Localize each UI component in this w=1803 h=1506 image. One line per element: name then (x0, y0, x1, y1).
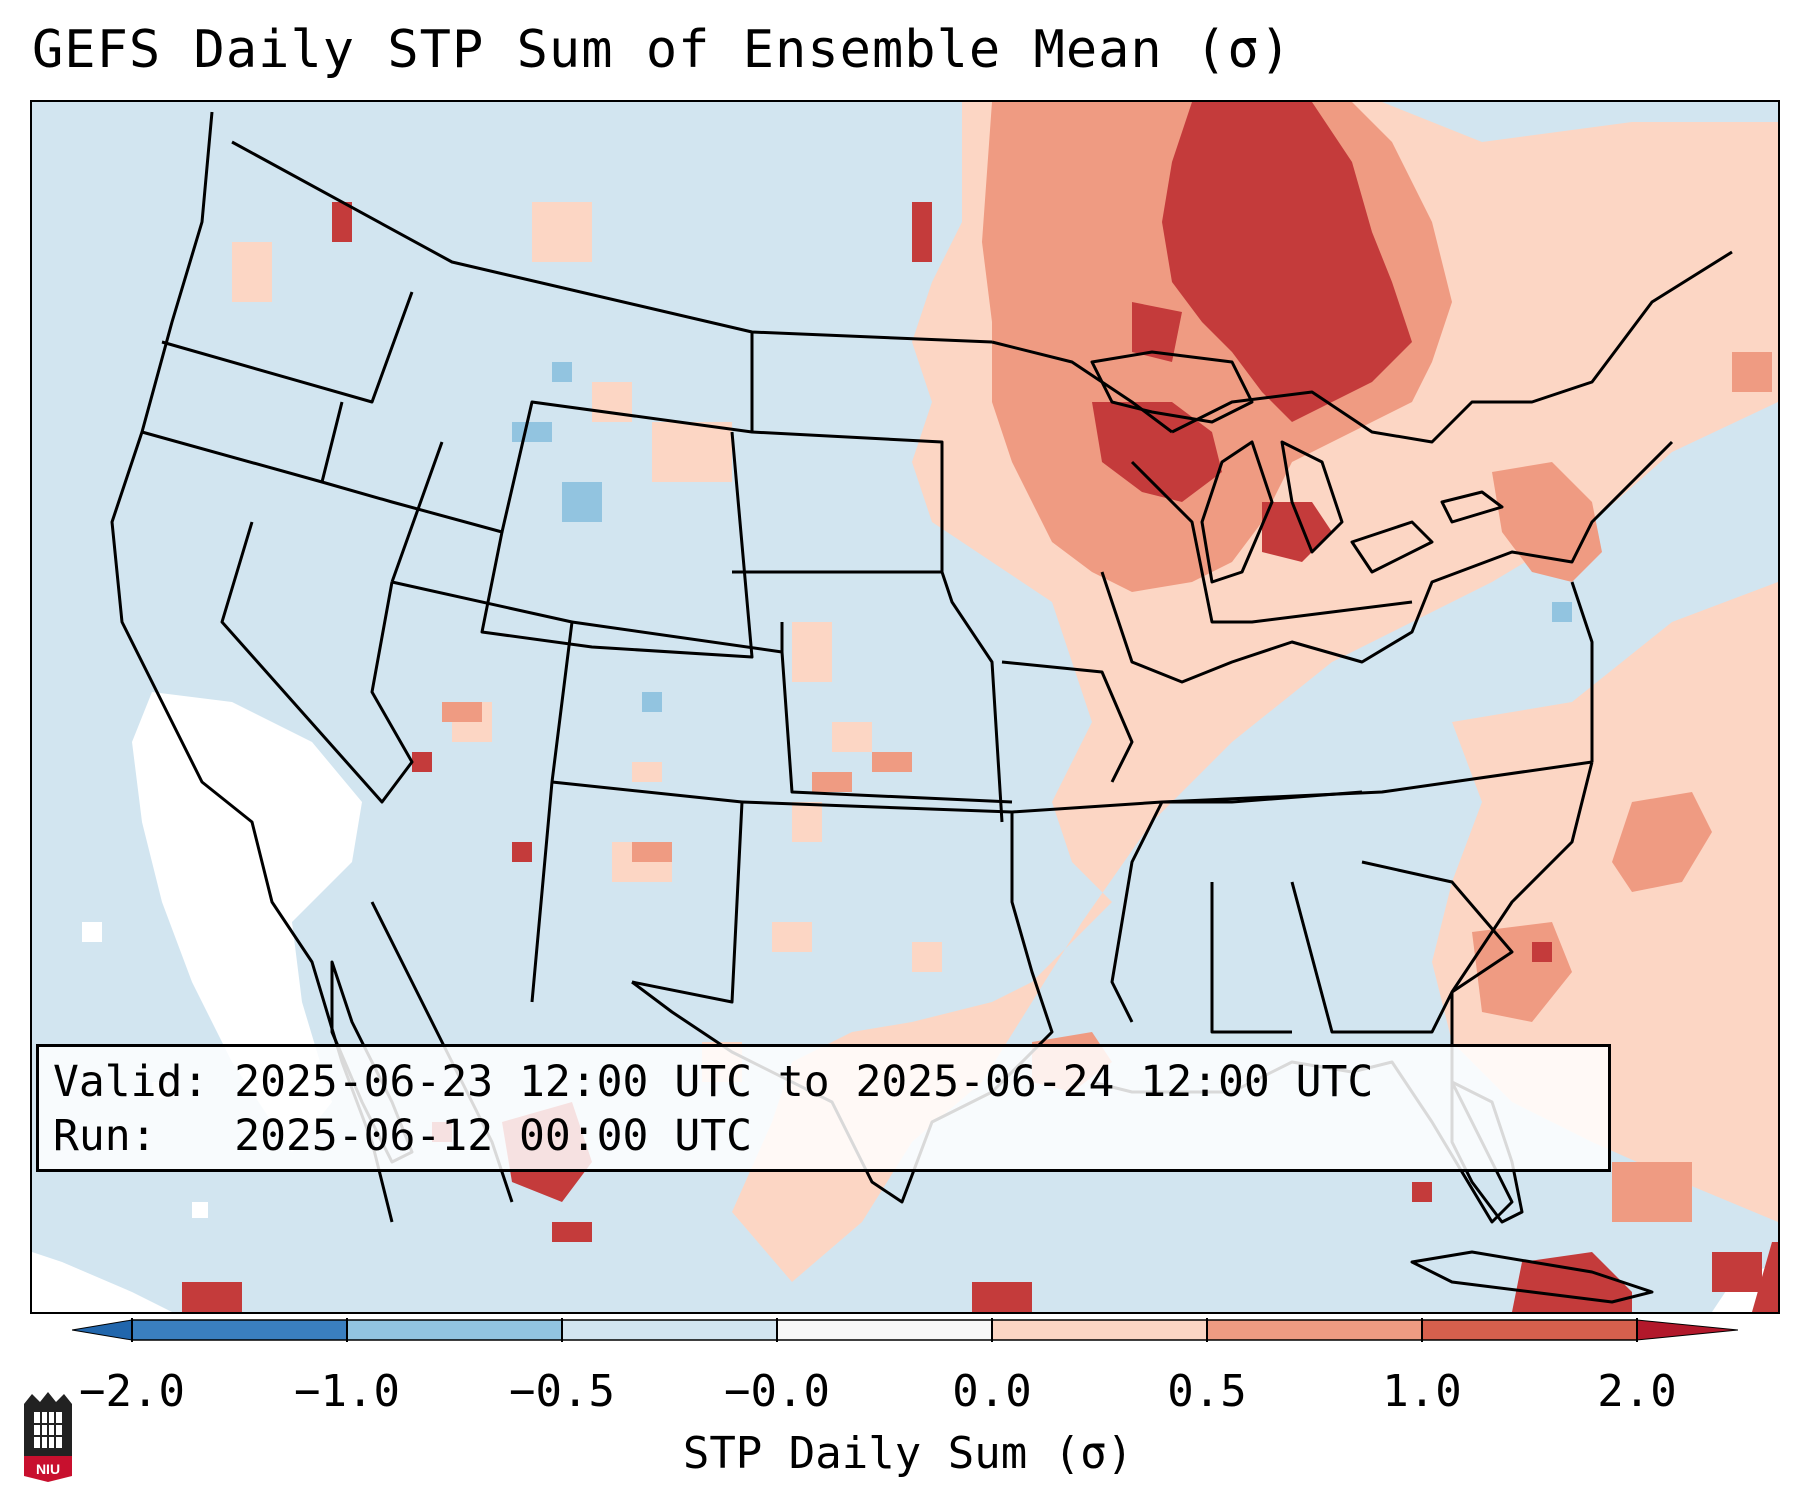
logo-text: NIU (36, 1461, 60, 1477)
colorbar-segment-3 (562, 1320, 777, 1340)
colorbar-segment-1 (132, 1320, 347, 1340)
colorbar-tick-label: −0.0 (724, 1366, 830, 1417)
colorbar-segment-2 (347, 1320, 562, 1340)
colorbar-min-extend (72, 1319, 133, 1341)
colorbar-label: STP Daily Sum (σ) (682, 1428, 1134, 1479)
colorbar-segment-5 (992, 1320, 1207, 1340)
colorbar-tick-label: −2.0 (79, 1366, 185, 1417)
great-lakes (1090, 350, 1254, 424)
colorbar-segment-7 (1422, 1320, 1637, 1340)
colorbar-tick-label: 0.5 (1167, 1366, 1247, 1417)
colorbar-max-extend (1636, 1319, 1738, 1341)
colorbar-tick-label: 1.0 (1382, 1366, 1462, 1417)
valid-time-text: Valid: 2025-06-23 12:00 UTC to 2025-06-2… (53, 1057, 1374, 1107)
colorbar-tick-label: 0.0 (952, 1366, 1032, 1417)
political-borders (110, 111, 1733, 1304)
colorbar-segment-4 (777, 1320, 992, 1340)
us-canada-border (231, 140, 993, 344)
chart-title: GEFS Daily STP Sum of Ensemble Mean (σ) (32, 20, 1292, 80)
colorbar-tick-label: −0.5 (509, 1366, 615, 1417)
niu-logo: NIU (24, 1392, 72, 1482)
colorbar-segment-6 (1207, 1320, 1422, 1340)
colorbar-tick-label: −1.0 (294, 1366, 400, 1417)
anomaly-negative (512, 362, 1572, 712)
colorbar-tick-label: 2.0 (1597, 1366, 1677, 1417)
validity-info-box: Valid: 2025-06-23 12:00 UTC to 2025-06-2… (36, 1044, 1611, 1172)
cuba (1410, 1250, 1654, 1304)
colorbar (72, 1318, 1738, 1342)
run-time-text: Run: 2025-06-12 00:00 UTC (53, 1111, 752, 1161)
